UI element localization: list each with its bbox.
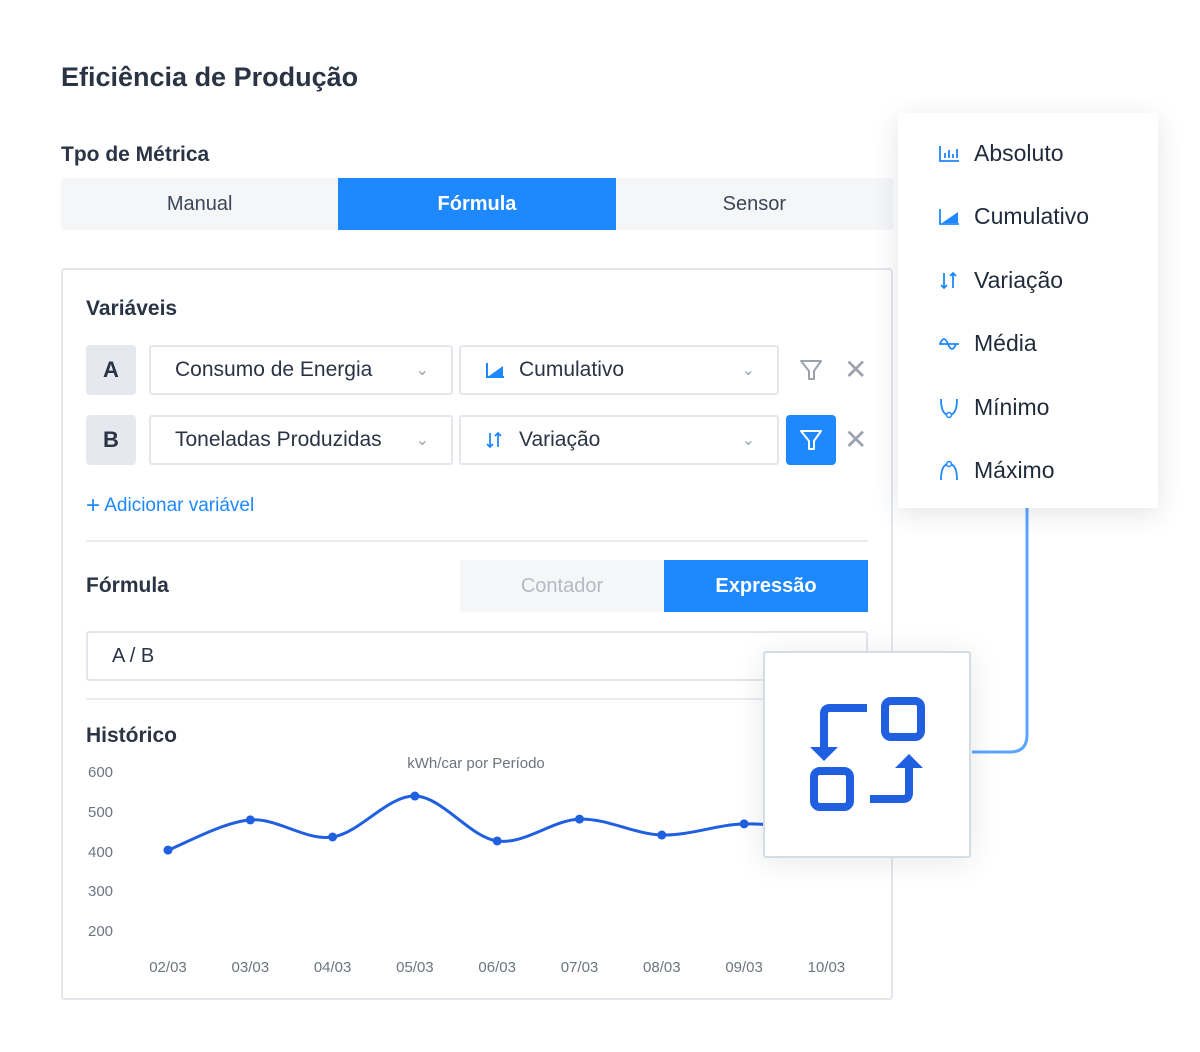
tab-manual[interactable]: Manual bbox=[166, 192, 233, 215]
x-tick-label: 02/03 bbox=[149, 959, 187, 976]
data-point[interactable] bbox=[245, 815, 255, 825]
y-tick-label: 400 bbox=[88, 843, 114, 861]
mode-expression[interactable]: Expressão bbox=[664, 560, 868, 612]
menu-item-label: Cumulativo bbox=[974, 203, 1090, 229]
selected-value: Consumo de Energia bbox=[175, 358, 373, 381]
selected-value: Variação bbox=[519, 428, 601, 451]
workflow-card bbox=[763, 651, 971, 858]
menu-item-label: Variação bbox=[974, 267, 1064, 293]
variable-a-source-select[interactable]: Consumo de Energia ⌄ bbox=[149, 345, 453, 395]
mode-counter[interactable]: Contador bbox=[520, 574, 604, 597]
variable-b-aggregation-select[interactable]: Variação ⌄ bbox=[459, 415, 779, 465]
chevron-down-icon: ⌄ bbox=[415, 432, 429, 449]
data-point[interactable] bbox=[328, 832, 338, 842]
filter-button-b[interactable] bbox=[786, 415, 836, 465]
variable-b-source-select[interactable]: Toneladas Produzidas ⌄ bbox=[149, 415, 453, 465]
x-tick-label: 08/03 bbox=[643, 959, 681, 976]
x-tick-label: 04/03 bbox=[313, 959, 352, 976]
x-tick-label: 06/03 bbox=[478, 959, 516, 976]
data-point[interactable] bbox=[163, 845, 173, 855]
remove-variable-a-button[interactable]: ✕ bbox=[844, 354, 868, 385]
data-point[interactable] bbox=[657, 830, 667, 840]
tab-formula[interactable]: Fórmula bbox=[338, 178, 616, 230]
area-chart-icon bbox=[939, 208, 959, 225]
arrows-up-down-icon bbox=[486, 431, 502, 449]
area-chart-icon bbox=[486, 363, 504, 378]
chevron-down-icon: ⌄ bbox=[415, 362, 429, 379]
variable-letter-a: A bbox=[86, 345, 136, 395]
filter-icon bbox=[800, 430, 822, 450]
workflow-cycle-icon bbox=[810, 697, 925, 811]
remove-variable-b-button[interactable]: ✕ bbox=[844, 424, 868, 455]
x-tick-label: 03/03 bbox=[231, 959, 270, 976]
variable-letter-b: B bbox=[86, 415, 136, 465]
maximum-curve-icon bbox=[940, 460, 958, 480]
formula-card bbox=[61, 268, 893, 1000]
tab-sensor[interactable]: Sensor bbox=[722, 192, 786, 215]
aggregation-dropdown-menu: Absoluto Cumulativo Variação Média Mínim… bbox=[898, 113, 1158, 508]
add-variable-link[interactable]: + Adicionar variável bbox=[86, 492, 254, 520]
y-tick-label: 200 bbox=[88, 923, 114, 940]
variables-heading: Variáveis bbox=[86, 297, 178, 320]
bar-chart-icon bbox=[939, 145, 959, 162]
selected-value: Toneladas Produzidas bbox=[175, 428, 382, 451]
x-tick-label: 10/03 bbox=[807, 959, 846, 976]
menu-item-label: Máximo bbox=[974, 457, 1055, 483]
page-title: Eficiência de Produção bbox=[61, 62, 359, 92]
x-tick-label: 09/03 bbox=[725, 959, 763, 976]
arrows-up-down-icon bbox=[940, 271, 957, 289]
divider bbox=[86, 698, 868, 700]
plus-icon: + bbox=[86, 492, 101, 519]
menu-item-cumulativo[interactable]: Cumulativo bbox=[938, 203, 1089, 230]
x-tick-label: 05/03 bbox=[396, 959, 434, 976]
history-heading: Histórico bbox=[86, 724, 178, 747]
data-point[interactable] bbox=[575, 814, 584, 824]
formula-heading: Fórmula bbox=[86, 574, 169, 597]
formula-mode-toggle: Contador Expressão bbox=[460, 560, 868, 612]
menu-item-label: Absoluto bbox=[974, 140, 1064, 166]
chevron-down-icon: ⌄ bbox=[741, 432, 755, 449]
chart-title: kWh/car por Período bbox=[407, 755, 545, 772]
variable-a-aggregation-select[interactable]: Cumulativo ⌄ bbox=[459, 345, 779, 395]
selected-value: Cumulativo bbox=[519, 358, 625, 381]
minimum-curve-icon bbox=[940, 398, 958, 418]
menu-item-maximo[interactable]: Máximo bbox=[938, 457, 1055, 484]
menu-item-absoluto[interactable]: Absoluto bbox=[938, 140, 1064, 167]
filter-button-a[interactable] bbox=[786, 345, 836, 395]
data-point[interactable] bbox=[739, 819, 749, 829]
y-tick-label: 300 bbox=[88, 883, 114, 901]
add-variable-label: Adicionar variável bbox=[104, 495, 255, 516]
y-tick-label: 500 bbox=[88, 803, 114, 821]
wave-icon bbox=[939, 337, 959, 350]
menu-item-label: Mínimo bbox=[974, 394, 1050, 420]
menu-item-media[interactable]: Média bbox=[938, 330, 1037, 357]
data-point[interactable] bbox=[410, 791, 420, 801]
data-point[interactable] bbox=[492, 836, 502, 846]
divider bbox=[86, 540, 868, 542]
metric-type-tabs: Manual Fórmula Sensor bbox=[61, 178, 893, 230]
menu-item-label: Média bbox=[974, 330, 1037, 356]
x-tick-label: 07/03 bbox=[560, 959, 599, 976]
filter-icon bbox=[800, 360, 822, 380]
metric-type-label: Tpo de Métrica bbox=[61, 143, 210, 166]
connector-line bbox=[972, 500, 1029, 754]
menu-item-minimo[interactable]: Mínimo bbox=[938, 394, 1049, 421]
chevron-down-icon: ⌄ bbox=[741, 362, 755, 379]
menu-item-variacao[interactable]: Variação bbox=[938, 267, 1063, 294]
y-tick-label: 600 bbox=[88, 764, 114, 781]
